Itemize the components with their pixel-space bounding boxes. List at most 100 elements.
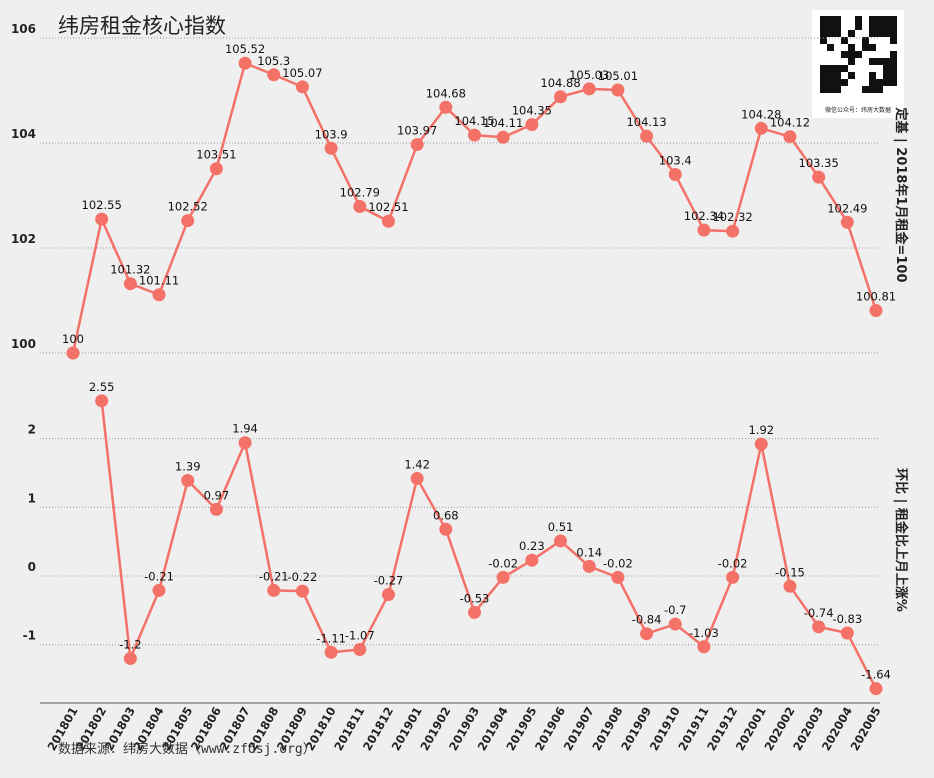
data-label: 103.4	[659, 154, 692, 168]
y-tick-label: 0	[28, 560, 36, 574]
qr-module	[890, 37, 897, 44]
data-label: -0.83	[832, 612, 862, 626]
qr-module	[827, 86, 834, 93]
qr-module	[883, 30, 890, 37]
data-label: 104.28	[741, 107, 781, 121]
data-point	[267, 583, 281, 597]
data-point	[439, 100, 453, 114]
data-point	[238, 56, 252, 70]
data-label: 103.35	[799, 156, 839, 170]
data-label: 105.52	[225, 42, 265, 56]
qr-module	[820, 86, 827, 93]
data-point	[267, 68, 281, 82]
data-point	[295, 80, 309, 94]
data-point	[840, 215, 854, 229]
data-label: 1.92	[748, 423, 774, 437]
qr-module	[827, 23, 834, 30]
data-label: 104.12	[770, 116, 810, 130]
data-point	[812, 620, 826, 634]
data-point	[381, 214, 395, 228]
data-label: 102.79	[340, 186, 380, 200]
qr-module	[848, 51, 855, 58]
source-note: 数据来源：纬房大数据（www.zfdsj.org）	[58, 742, 316, 757]
data-label: -0.21	[259, 569, 289, 583]
qr-module	[883, 79, 890, 86]
qr-module	[841, 79, 848, 86]
data-label: 0.97	[204, 488, 230, 502]
data-point	[668, 617, 682, 631]
qr-module	[827, 16, 834, 23]
y-tick-label: 104	[11, 127, 36, 141]
qr-module	[848, 30, 855, 37]
data-point	[697, 223, 711, 237]
data-label: -1.64	[861, 668, 891, 682]
data-point	[582, 559, 596, 573]
series-line	[100, 400, 878, 690]
qr-module	[827, 44, 834, 51]
qr-module	[848, 44, 855, 51]
qr-module	[827, 65, 834, 72]
data-label: 104.11	[483, 116, 523, 130]
data-point	[496, 130, 510, 144]
data-label: 102.52	[168, 200, 208, 214]
y-tick-label: 106	[11, 22, 36, 36]
qr-module	[890, 58, 897, 65]
data-point	[95, 394, 109, 408]
y-tick-label: 1	[28, 491, 36, 505]
qr-module	[820, 37, 827, 44]
data-point	[525, 553, 539, 567]
qr-module	[841, 65, 848, 72]
qr-module	[841, 51, 848, 58]
data-label: 102.32	[712, 210, 752, 224]
qr-module	[848, 72, 855, 79]
data-point	[209, 502, 223, 516]
y-axis-label: 定基 | 2018年1月租金=100	[893, 106, 909, 282]
qr-module	[820, 30, 827, 37]
data-label: 103.51	[196, 148, 236, 162]
data-label: 105.03	[569, 68, 609, 82]
data-point	[525, 118, 539, 132]
data-point	[840, 626, 854, 640]
y-tick-label: -1	[23, 629, 36, 643]
data-point	[668, 168, 682, 181]
data-point	[611, 83, 625, 97]
data-point	[181, 474, 195, 488]
qr-module	[890, 65, 897, 72]
qr-module	[876, 30, 883, 37]
qr-module	[834, 16, 841, 23]
data-label: 0.23	[519, 539, 545, 553]
data-label: -1.11	[316, 631, 346, 645]
data-label: 105.3	[257, 54, 290, 68]
qr-module	[834, 65, 841, 72]
data-point	[66, 346, 80, 360]
data-point	[869, 682, 883, 696]
data-point	[152, 583, 166, 597]
qr-module	[862, 44, 869, 51]
data-point	[295, 584, 309, 598]
qr-module	[855, 51, 862, 58]
data-label: -1.03	[689, 626, 719, 640]
qr-module	[855, 16, 862, 23]
data-point	[640, 129, 654, 143]
data-label: 100.81	[856, 289, 896, 303]
data-label: 103.9	[315, 127, 348, 141]
data-point	[324, 141, 338, 155]
qr-module	[876, 86, 883, 93]
qr-module	[834, 86, 841, 93]
data-label: -0.02	[718, 556, 748, 570]
data-label: 101.32	[110, 263, 150, 277]
y-tick-label: 2	[28, 423, 36, 437]
data-label: -0.7	[664, 603, 686, 617]
data-label: 104.68	[426, 86, 466, 100]
qr-module	[820, 16, 827, 23]
qr-module	[869, 58, 876, 65]
data-label: 104.15	[454, 114, 494, 128]
data-point	[582, 82, 596, 96]
data-point	[410, 471, 424, 485]
data-point	[496, 570, 510, 584]
qr-module	[862, 37, 869, 44]
data-point	[783, 579, 797, 593]
data-point	[410, 138, 424, 152]
